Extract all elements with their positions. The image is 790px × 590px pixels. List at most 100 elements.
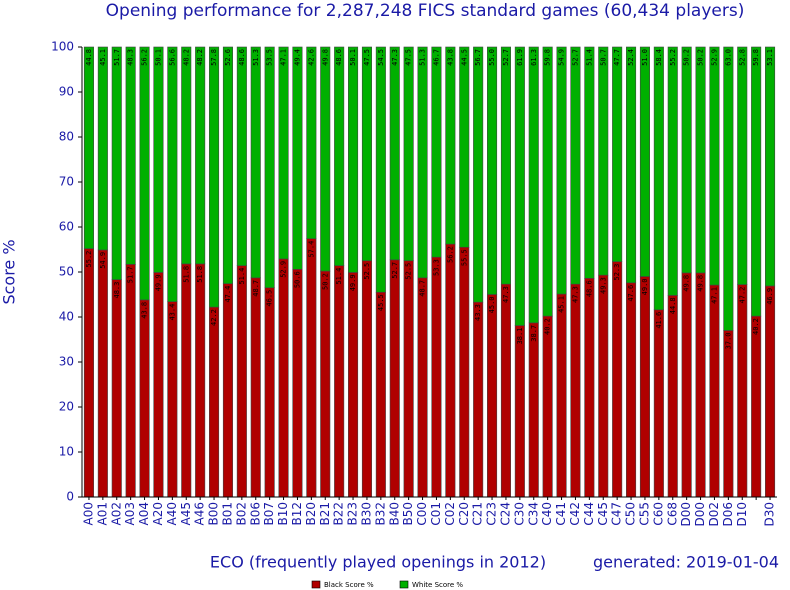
value-label: 51.3 (419, 49, 427, 66)
bar-segment (639, 276, 650, 498)
bar-segment (403, 46, 414, 262)
bar-segment (459, 246, 470, 498)
x-tick-label: C41 (554, 502, 568, 526)
x-tick-label: C24 (498, 502, 512, 526)
bar-segment (598, 46, 609, 276)
legend-swatch (399, 580, 409, 589)
x-tick-label: A46 (193, 502, 207, 525)
bar-segment (111, 46, 122, 280)
bar-segment (612, 261, 623, 498)
value-label: 43.8 (446, 49, 454, 66)
value-label: 52.7 (391, 262, 399, 279)
value-label: 50.2 (697, 49, 705, 66)
bar-segment (250, 46, 261, 279)
bar-segment (320, 270, 331, 498)
value-label: 49.8 (697, 275, 705, 292)
x-tick-label: B22 (332, 502, 346, 526)
x-tick-label: B01 (220, 502, 234, 526)
bar-segment (653, 309, 664, 498)
bar-segment (181, 263, 192, 498)
bar-segment (542, 315, 553, 498)
value-label: 55.0 (488, 49, 496, 66)
bar-segment (528, 322, 539, 498)
value-label: 44.5 (460, 49, 468, 66)
bar-segment (765, 285, 776, 498)
bar-segment (181, 46, 192, 265)
value-label: 47.5 (363, 49, 371, 66)
value-label: 50.1 (154, 49, 162, 66)
bar-segment (570, 283, 581, 498)
value-label: 48.2 (182, 49, 190, 66)
value-label: 48.6 (238, 49, 246, 66)
x-tick-label: C47 (610, 502, 624, 526)
y-tick-label: 90 (59, 85, 74, 99)
value-label: 51.3 (252, 49, 260, 66)
value-label: 52.5 (363, 263, 371, 280)
value-label: 47.3 (391, 49, 399, 66)
bar-segment (639, 46, 650, 277)
value-label: 52.7 (502, 49, 510, 66)
bar-segment (250, 277, 261, 498)
value-label: 43.3 (474, 304, 482, 321)
x-tick-label: B07 (262, 502, 276, 526)
y-tick-label: 100 (51, 40, 74, 54)
bar-segment (695, 46, 706, 274)
bar-segment (626, 46, 637, 284)
value-label: 52.9 (280, 261, 288, 278)
bar-segment (737, 46, 748, 285)
x-tick-label: A01 (95, 502, 109, 525)
value-label: 52.5 (405, 263, 413, 280)
bar-segment (153, 272, 164, 498)
bar-segment (403, 260, 414, 498)
value-label: 58.4 (655, 49, 663, 66)
x-tick-label: B30 (359, 502, 373, 526)
bar-segment (445, 243, 456, 498)
value-label: 52.8 (738, 49, 746, 66)
chart-title: Opening performance for 2,287,248 FICS s… (106, 1, 745, 21)
value-label: 49.8 (321, 49, 329, 66)
bar-segment (153, 46, 164, 273)
bar-segment (139, 46, 150, 301)
bar-segment (278, 46, 289, 260)
bar-segment (709, 46, 720, 286)
value-label: 42.6 (307, 49, 315, 66)
value-label: 61.3 (530, 49, 538, 66)
bar-segment (334, 46, 345, 266)
bar-segment (222, 283, 233, 498)
bar-segment (306, 46, 317, 239)
x-tick-label: A03 (123, 502, 137, 525)
x-tick-label: C68 (665, 502, 679, 526)
value-label: 42.2 (210, 309, 218, 326)
x-tick-label: C45 (596, 502, 610, 526)
x-tick-label: A20 (151, 502, 165, 525)
value-label: 46.5 (266, 290, 274, 307)
value-label: 59.8 (752, 49, 760, 66)
value-label: 47.7 (613, 49, 621, 66)
bar-segment (473, 46, 484, 303)
value-label: 57.4 (307, 241, 315, 258)
y-tick-label: 10 (59, 445, 74, 459)
y-tick-label: 60 (59, 220, 74, 234)
bar-segment (334, 265, 345, 498)
value-label: 48.6 (335, 49, 343, 66)
bar-segment (681, 272, 692, 498)
bar-segment (556, 293, 567, 498)
bar-segment (389, 259, 400, 498)
value-label: 52.3 (613, 264, 621, 281)
x-tick-label: A02 (109, 502, 123, 525)
bar-segment (765, 46, 776, 287)
value-label: 47.5 (405, 49, 413, 66)
x-tick-label: C44 (582, 502, 596, 526)
bar-segment (514, 325, 525, 498)
value-label: 46.9 (766, 288, 774, 305)
y-tick-label: 50 (59, 265, 74, 279)
value-label: 54.9 (99, 252, 107, 269)
x-tick-label: C40 (540, 502, 554, 526)
bar-segment (167, 46, 178, 302)
value-label: 49.9 (349, 274, 357, 291)
bar-segment (570, 46, 581, 285)
value-label: 47.6 (627, 285, 635, 302)
value-label: 54.5 (377, 49, 385, 66)
x-tick-label: C23 (485, 502, 499, 526)
bar-segment (236, 265, 247, 498)
